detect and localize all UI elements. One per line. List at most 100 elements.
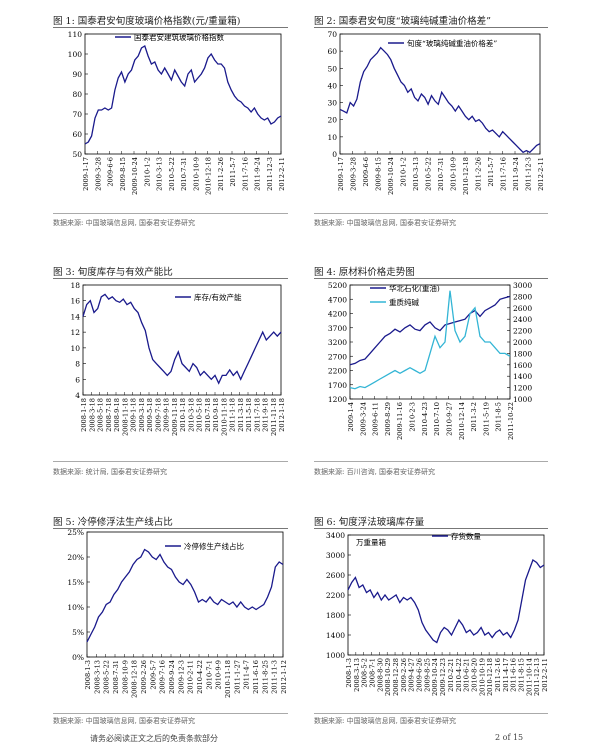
fig4-xtick-label: 2011-3-2: [470, 402, 478, 432]
fig2-ytick-label: 30: [327, 99, 337, 108]
fig4-xtick-label: 2009-1-4: [347, 402, 355, 432]
fig4-xtick-label: 2010-4-23: [421, 402, 429, 436]
fig3-xtick-label: 2009-3-18: [138, 398, 146, 432]
figure-5-chart: 0% 5% 10% 15% 20% 25% 2008-1-3 2008-3-13 2008-5-…: [67, 529, 288, 698]
fig4-ytick-right-label: 2800: [513, 292, 532, 301]
fig3-xtick-label: 2009-5-18: [146, 398, 154, 432]
figure-4-bottom-rule: [314, 461, 548, 462]
fig3-plot-frame: [82, 284, 282, 396]
fig4-ytick-label: 5200: [328, 281, 347, 290]
figure-2-bottom-rule: [314, 213, 548, 214]
fig3-xtick-label: 2008-3-18: [88, 398, 96, 432]
fig5-xtick-label: 2009-12-3: [177, 660, 185, 694]
fig2-ytick-label: 70: [327, 30, 337, 39]
fig3-xtick-label: 2011-7-18: [253, 398, 261, 432]
fig6-xtick-label: 2010-4-22: [455, 658, 463, 692]
fig4-legend-label-2: 重质纯碱: [389, 297, 419, 307]
fig2-series-line-1: [339, 46, 541, 154]
figure-5-caption: 图 5: 冷停修浮法生产线占比: [53, 517, 173, 528]
fig2-legend-label: 旬度“玻璃纯碱重油价格差”: [407, 38, 497, 48]
fig4-ytick-right-label: 1000: [513, 395, 532, 404]
fig6-xtick-label: 2009-4-27: [408, 658, 416, 692]
figure-3-chart: 4 6 8 10 12 14 16 18 2008-1-18 2008-3-18 2008-5-18…: [70, 281, 286, 436]
fig1-xtick-label: 2011-2-26: [217, 157, 225, 191]
figure-3-top-rule: [53, 278, 288, 279]
fig3-xtick-label: 2011-1-18: [229, 398, 237, 432]
fig6-xtick-label: 2010-2-21: [447, 658, 455, 692]
fig6-xtick-label: 2011-6-16: [510, 658, 518, 692]
fig6-xtick-label: 2010-10-19: [478, 658, 486, 696]
fig6-xtick-label: 2009-10-24: [431, 658, 439, 696]
figure-5-top-rule: [53, 528, 288, 529]
fig2-ytick-label: 0: [332, 150, 337, 159]
fig5-legend-label: 冷停修生产线占比: [184, 541, 244, 551]
fig5-ytick-label: 25%: [67, 529, 84, 537]
fig6-legend-label: 存货数量: [451, 531, 481, 541]
fig5-xtick-label: 2010-7-1: [205, 660, 213, 690]
fig5-series-line-1: [86, 548, 284, 643]
figure-2-source: 数据来源: 中国玻璃信息网, 国泰君安证券研究: [314, 219, 457, 227]
fig2-xtick-label: 2009-1-17: [337, 157, 345, 191]
fig6-xtick-label: 2011-8-15: [517, 658, 525, 692]
fig6-xtick-label: 2009-6-26: [416, 658, 424, 692]
fig4-ytick-label: 1700: [328, 381, 347, 390]
fig3-ytick-label: 14: [70, 312, 80, 321]
fig3-xtick-label: 2011-5-18: [245, 398, 253, 432]
fig6-ytick-label: 1800: [326, 611, 345, 620]
fig6-xtick-label: 2010-8-20: [470, 658, 478, 692]
fig1-ytick-label: 110: [68, 30, 83, 39]
fig5-xtick-label: 2008-12-18: [131, 660, 139, 698]
footer-disclaimer: 请务必阅读正文之后的免责条款部分: [90, 734, 218, 743]
fig1-xtick-label: 2009-8-15: [119, 157, 127, 191]
fig1-xtick-label: 2009-6-6: [107, 157, 115, 187]
fig3-xtick-label: 2009-11-18: [171, 398, 179, 436]
fig3-xtick-label: 2011-11-18: [270, 398, 278, 436]
fig3-xtick-label: 2011-9-18: [262, 398, 270, 432]
fig6-xtick-label: 2011-12-13: [533, 658, 541, 696]
fig5-ytick-label: 5%: [72, 628, 84, 637]
fig6-ytick-label: 2600: [326, 571, 345, 580]
fig5-xtick-label: 2009-7-16: [159, 660, 167, 694]
fig2-ytick-label: 40: [327, 81, 337, 90]
fig1-xtick-label: 2011-9-24: [254, 157, 262, 191]
fig1-xtick-label: 2010-10-9: [192, 157, 200, 191]
fig6-xtick-label: 2011-4-17: [502, 658, 510, 692]
fig2-xtick-label: 2010-1-2: [400, 157, 408, 187]
fig3-ytick-label: 8: [75, 360, 80, 369]
fig4-ytick-right-label: 2600: [513, 304, 532, 313]
fig3-ytick-label: 12: [70, 328, 80, 337]
fig4-ytick-right-label: 1600: [513, 361, 532, 370]
fig3-xtick-label: 2010-5-18: [196, 398, 204, 432]
figure-5-source: 数据来源: 中国玻璃信息网, 国泰君安证券研究: [53, 717, 196, 725]
fig5-ytick-label: 0%: [72, 653, 84, 662]
fig4-ytick-label: 2700: [328, 352, 347, 361]
figure-6-bottom-rule: [314, 713, 548, 714]
fig6-xtick-label: 2009-8-25: [423, 658, 431, 692]
fig1-xtick-label: 2011-7-16: [241, 157, 249, 191]
fig5-ytick-label: 15%: [67, 578, 84, 587]
fig6-xtick-label: 2008-8-30: [376, 658, 384, 692]
fig1-ytick-label: 70: [72, 110, 82, 119]
fig1-series-line-1: [84, 45, 282, 145]
fig4-ytick-right-label: 2000: [513, 338, 532, 347]
fig1-xtick-label: 2010-5-22: [168, 157, 176, 191]
figure-1-chart: 50 60 70 80 90 100 110 2009-1-17 2009-3-28 2009-6…: [68, 30, 286, 195]
fig1-xtick-label: 2011-5-7: [229, 157, 237, 187]
fig5-xtick-label: 2008-10-9: [121, 660, 129, 694]
fig3-ytick-label: 16: [70, 297, 80, 306]
fig2-xtick-label: 2009-10-24: [387, 157, 395, 195]
figure-1-source: 数据来源: 中国玻璃信息网, 国泰君安证券研究: [53, 219, 196, 227]
fig3-xtick-label: 2009-7-18: [154, 398, 162, 432]
figure-5-bottom-rule: [53, 713, 288, 714]
fig2-ytick-label: 20: [327, 116, 337, 125]
fig2-ytick-label: 10: [327, 133, 337, 142]
fig6-xtick-label: 2008-3-13: [353, 658, 361, 692]
fig5-xtick-label: 2010-2-11: [187, 660, 195, 694]
fig4-ytick-label: 3200: [328, 338, 347, 347]
fig4-ytick-label: 2200: [328, 367, 347, 376]
fig5-xtick-label: 2011-4-7: [243, 660, 251, 690]
fig2-ytick-label: 50: [327, 64, 337, 73]
fig3-ytick-label: 10: [70, 344, 80, 353]
fig6-ylabel: 万重量箱: [356, 537, 386, 547]
fig3-xtick-label: 2008-11-18: [121, 398, 129, 436]
